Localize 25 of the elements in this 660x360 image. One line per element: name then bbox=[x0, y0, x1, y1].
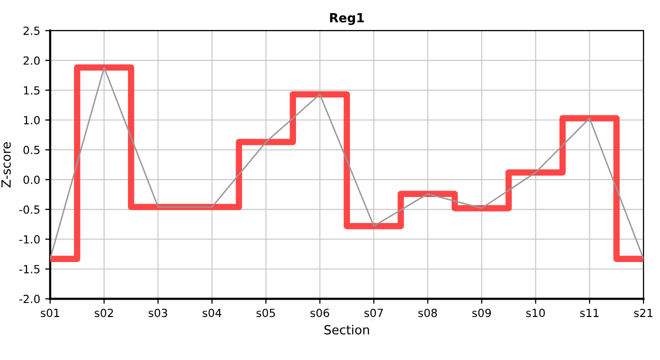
x-tick-label: s03 bbox=[148, 308, 168, 318]
y-tick-label: -2.0 bbox=[19, 294, 40, 304]
y-axis-title: Z-score bbox=[1, 142, 11, 188]
x-tick-label: s08 bbox=[418, 308, 437, 318]
y-tick-label: 1.0 bbox=[24, 116, 40, 124]
y-tick-label: 0.5 bbox=[24, 146, 40, 154]
x-tick-label: s05 bbox=[256, 308, 275, 318]
x-tick-label: s11 bbox=[580, 308, 598, 318]
x-tick-label: s01 bbox=[40, 308, 60, 318]
y-tick-label: 2.5 bbox=[24, 26, 40, 35]
y-tick-label: 0.0 bbox=[24, 176, 40, 184]
y-tick-label: -0.5 bbox=[19, 205, 40, 214]
y-tick-label: -1.0 bbox=[19, 235, 40, 244]
y-tick-label: 2.0 bbox=[24, 56, 40, 65]
x-tick-label: s04 bbox=[202, 308, 222, 318]
x-tick-label: s10 bbox=[526, 308, 545, 318]
chart-title: Reg1 bbox=[330, 13, 364, 25]
x-tick-label: s06 bbox=[310, 308, 330, 318]
y-tick-label: 1.5 bbox=[24, 86, 40, 95]
y-tick-label: -1.5 bbox=[19, 265, 40, 274]
x-tick-label: s09 bbox=[472, 308, 491, 318]
x-tick-label: s07 bbox=[364, 308, 383, 318]
x-axis-title: Section bbox=[324, 324, 369, 335]
x-tick-label: s21 bbox=[634, 308, 652, 318]
x-tick-label: s02 bbox=[94, 308, 113, 318]
